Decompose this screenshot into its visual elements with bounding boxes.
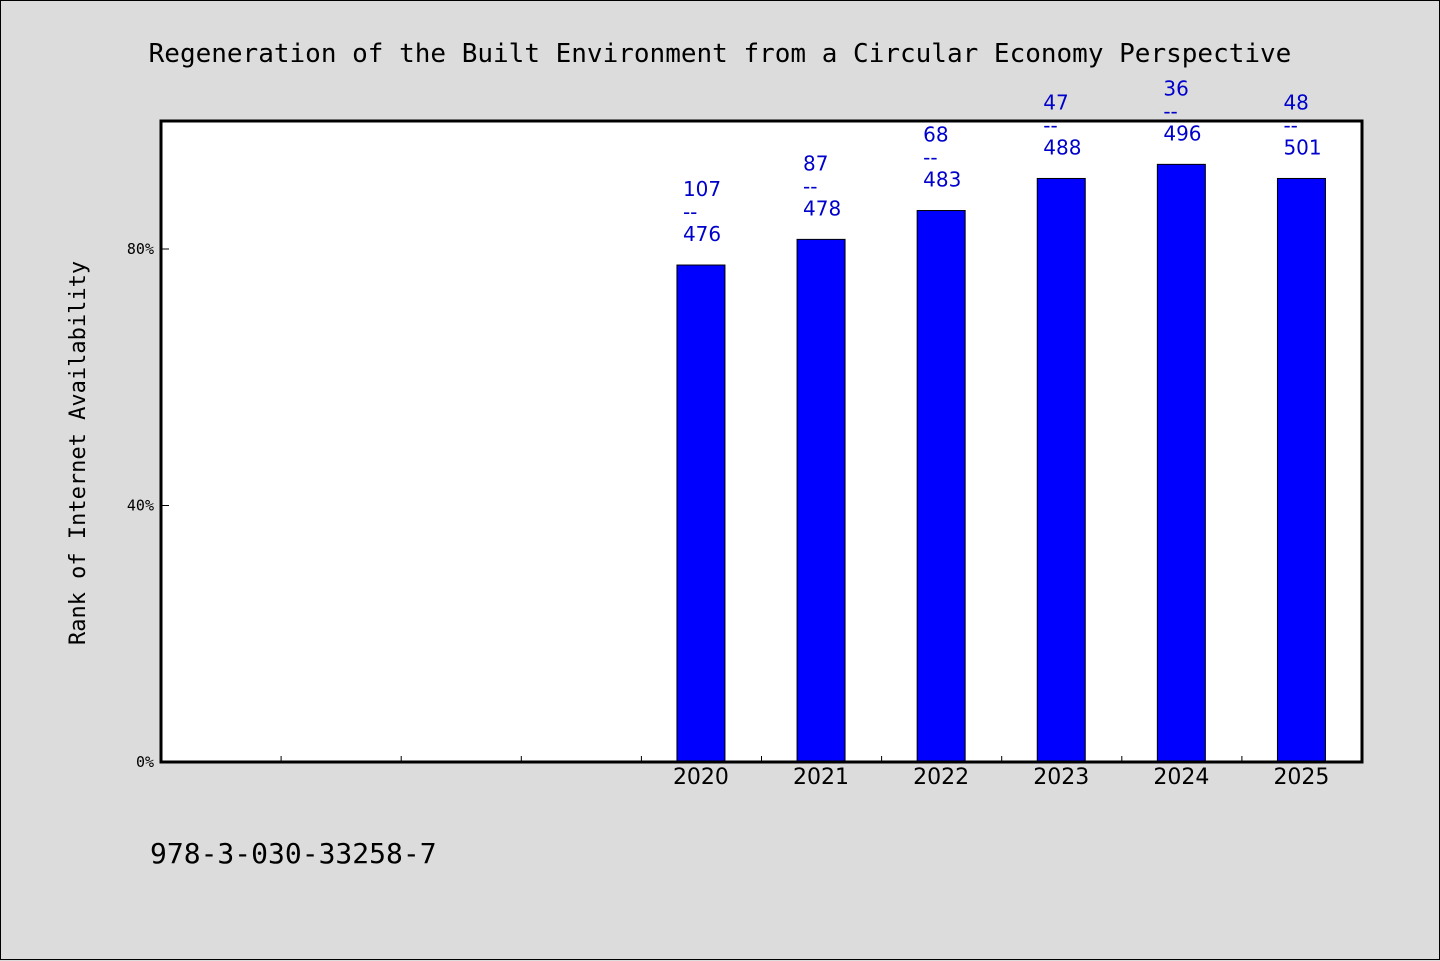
x-tick-label-2023: 2023 bbox=[1033, 765, 1089, 790]
bar-label-top-2024: 36 bbox=[1163, 76, 1188, 100]
bar-label-bottom-2020: 476 bbox=[683, 222, 721, 246]
bar-label-top-2025: 48 bbox=[1283, 90, 1308, 114]
x-tick-label-2021: 2021 bbox=[793, 765, 849, 790]
x-tick-label-2024: 2024 bbox=[1153, 765, 1209, 790]
ticks-layer: 2020 2021 2022 2023 2024 2025 0% 40% 80% bbox=[127, 240, 1330, 790]
bar-label-top-2020: 107 bbox=[683, 177, 721, 201]
bar-label-top-2022: 68 bbox=[923, 123, 948, 147]
bar-2024 bbox=[1156, 163, 1206, 763]
chart-title: Regeneration of the Built Environment fr… bbox=[149, 39, 1292, 69]
bar-label-sep-2024: -- bbox=[1163, 99, 1177, 123]
bar-label-bottom-2021: 478 bbox=[803, 196, 841, 220]
bar-label-sep-2022: -- bbox=[923, 146, 937, 170]
bar-2020 bbox=[676, 264, 726, 763]
bar-label-bottom-2022: 483 bbox=[923, 168, 961, 192]
plot-border bbox=[159, 119, 1364, 764]
bars-layer: 107--47687--47868--48347--48836--49648--… bbox=[676, 76, 1326, 763]
bar-2022 bbox=[916, 210, 966, 763]
bar-label-bottom-2024: 496 bbox=[1163, 121, 1201, 145]
y-tick-label: 0% bbox=[136, 753, 154, 771]
bar-label-sep-2023: -- bbox=[1043, 113, 1057, 137]
bar-2023 bbox=[1036, 177, 1086, 763]
bar-2025 bbox=[1276, 177, 1326, 763]
bar-label-sep-2025: -- bbox=[1283, 113, 1297, 137]
bar-label-bottom-2025: 501 bbox=[1283, 135, 1321, 159]
x-tick-label-2025: 2025 bbox=[1273, 765, 1329, 790]
bar-label-top-2021: 87 bbox=[803, 151, 828, 175]
bar-label-sep-2021: -- bbox=[803, 174, 817, 198]
x-tick-label-2022: 2022 bbox=[913, 765, 969, 790]
bar-label-top-2023: 47 bbox=[1043, 90, 1068, 114]
y-tick-label: 40% bbox=[127, 497, 154, 515]
x-tick-label-2020: 2020 bbox=[673, 765, 729, 790]
footer-isbn: 978-3-030-33258-7 bbox=[150, 837, 437, 870]
y-axis-label: Rank of Internet Availability bbox=[66, 261, 91, 645]
y-tick-label: 80% bbox=[127, 240, 154, 258]
bar-label-bottom-2023: 488 bbox=[1043, 135, 1081, 159]
bar-2021 bbox=[796, 238, 846, 763]
bar-label-sep-2020: -- bbox=[683, 200, 697, 224]
